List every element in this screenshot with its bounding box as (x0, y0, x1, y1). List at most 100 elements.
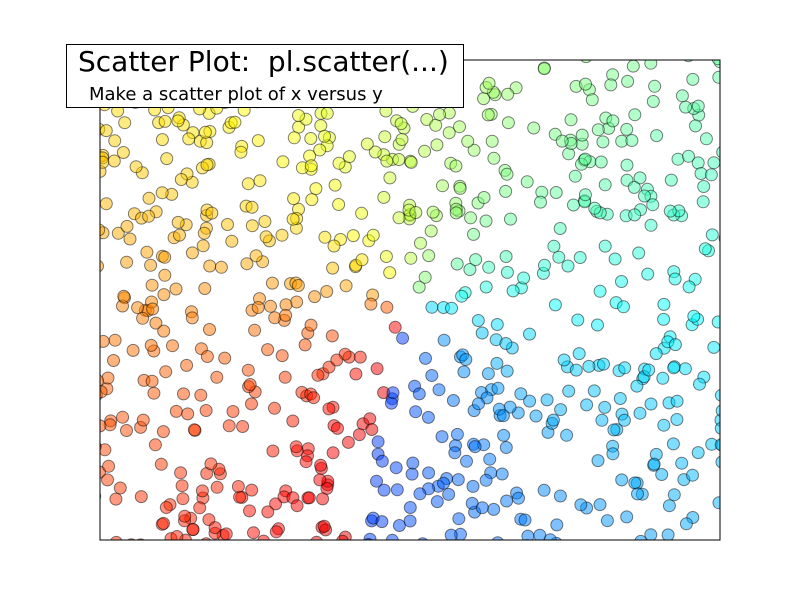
scatter-point (158, 250, 172, 264)
scatter-point (679, 517, 693, 531)
scatter-point (245, 200, 259, 214)
scatter-point (432, 383, 446, 397)
scatter-point (155, 133, 169, 147)
scatter-point (289, 440, 303, 454)
scatter-point (579, 77, 592, 91)
scatter-point (218, 351, 232, 365)
scatter-point (144, 338, 158, 352)
scatter-point (569, 363, 583, 377)
scatter-point (394, 117, 408, 131)
scatter-point (707, 340, 720, 354)
scatter-point (396, 331, 410, 345)
scatter-point (380, 300, 394, 314)
scatter-point (200, 350, 214, 363)
scatter-point (471, 314, 485, 327)
scatter-point (591, 454, 605, 468)
scatter-point (326, 446, 340, 460)
scatter-point (100, 124, 113, 138)
scatter-point (642, 363, 656, 377)
scatter-point (159, 501, 173, 514)
scatter-point (101, 473, 114, 487)
scatter-point (346, 229, 360, 243)
scatter-point (241, 177, 255, 191)
scatter-point (657, 297, 671, 311)
scatter-point (657, 312, 671, 326)
scatter-point (615, 275, 628, 288)
scatter-point (499, 337, 513, 350)
scatter-point (142, 209, 156, 223)
scatter-point (304, 132, 318, 145)
scatter-point (385, 533, 399, 540)
scatter-point (241, 363, 255, 377)
scatter-point (355, 253, 369, 267)
scatter-point (370, 474, 383, 488)
scatter-point (240, 257, 254, 271)
scatter-point (479, 214, 493, 228)
scatter-point (107, 354, 120, 367)
scatter-point (313, 143, 327, 157)
scatter-point (375, 454, 389, 468)
scatter-point (313, 473, 327, 487)
scatter-point (102, 459, 116, 473)
scatter-point (200, 537, 212, 540)
scatter-point (181, 407, 195, 421)
scatter-point (644, 218, 658, 232)
scatter-point (383, 266, 397, 280)
scatter-point (193, 501, 207, 515)
scatter-point (171, 215, 185, 229)
scatter-point (251, 134, 265, 148)
scatter-point (307, 391, 321, 405)
scatter-point (100, 197, 113, 211)
scatter-point (245, 397, 258, 411)
scatter-point (100, 223, 106, 237)
scatter-point (425, 300, 439, 314)
scatter-point (433, 108, 446, 121)
scatter-point (310, 535, 323, 540)
scatter-point (540, 393, 554, 407)
scatter-point (518, 513, 532, 527)
scatter-point (331, 421, 344, 435)
scatter-point (553, 489, 567, 503)
scatter-point (261, 505, 275, 519)
scatter-point (448, 446, 462, 460)
scatter-point (203, 259, 217, 273)
scatter-point (632, 246, 646, 260)
scatter-point (595, 413, 609, 427)
scatter-point (279, 308, 293, 322)
scatter-point (425, 369, 439, 382)
scatter-point (386, 386, 400, 400)
scatter-point (318, 230, 332, 244)
scatter-point (696, 195, 710, 209)
scatter-point (646, 95, 660, 108)
scatter-point (472, 397, 485, 411)
scatter-point (686, 468, 699, 482)
scatter-point (126, 343, 140, 357)
scatter-point (641, 267, 655, 281)
scatter-point (392, 211, 406, 225)
scatter-point (418, 270, 432, 284)
scatter-point (320, 285, 334, 298)
scatter-point (320, 106, 334, 120)
scatter-point (175, 479, 189, 493)
scatter-point (199, 404, 213, 417)
scatter-point (500, 167, 514, 181)
scatter-point (628, 208, 642, 222)
scatter-point (259, 230, 273, 244)
scatter-point (715, 404, 720, 417)
scatter-point (523, 327, 536, 341)
scatter-point (261, 343, 275, 357)
scatter-point (482, 76, 496, 90)
scatter-point (593, 284, 607, 298)
scatter-point (712, 70, 720, 84)
scatter-point (349, 367, 363, 381)
scatter-point (481, 367, 495, 381)
scatter-point (479, 280, 493, 294)
scatter-point (157, 324, 171, 338)
scatter-point (276, 155, 290, 169)
scatter-point (682, 280, 696, 294)
scatter-point (678, 362, 692, 376)
scatter-point (546, 413, 560, 427)
scatter-point (606, 447, 620, 461)
scatter-point (204, 457, 218, 471)
scatter-point (413, 487, 427, 501)
